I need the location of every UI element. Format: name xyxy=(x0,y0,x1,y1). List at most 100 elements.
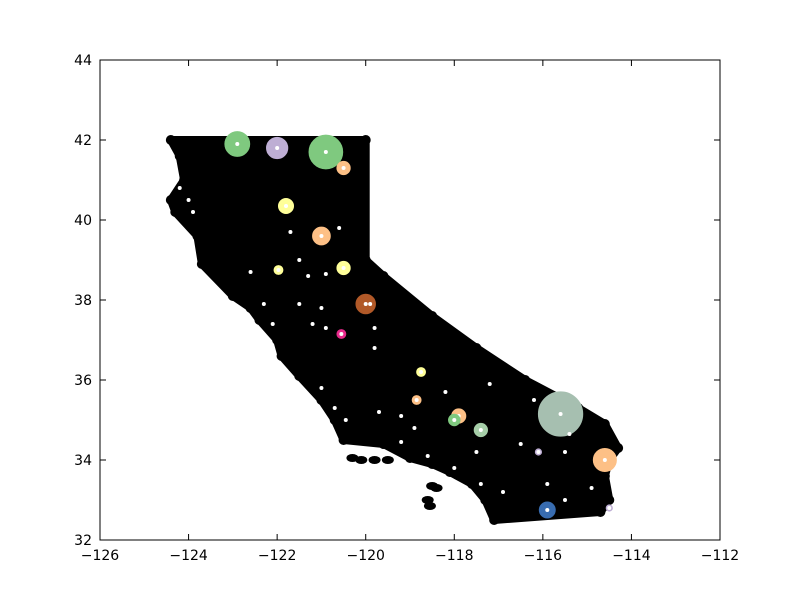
background-island-point xyxy=(421,496,434,504)
y-tick-label: 42 xyxy=(74,133,92,149)
background-edge-point xyxy=(378,439,389,449)
background-edge-point xyxy=(294,371,305,381)
white-point xyxy=(332,406,337,410)
background-edge-point xyxy=(165,195,176,205)
x-tick-label: −114 xyxy=(612,548,651,564)
background-edge-point xyxy=(360,135,371,145)
x-tick-label: −118 xyxy=(435,548,473,564)
white-point xyxy=(323,272,328,276)
white-point xyxy=(270,322,275,326)
white-point xyxy=(177,186,182,190)
white-point xyxy=(399,414,404,418)
cluster-center-point xyxy=(536,450,541,454)
background-island-point xyxy=(423,502,436,510)
plot-area xyxy=(165,131,624,525)
background-island-point xyxy=(346,454,359,462)
y-tick-label: 32 xyxy=(74,533,92,549)
background-edge-point xyxy=(227,291,238,301)
white-point xyxy=(501,490,505,494)
white-point xyxy=(412,426,417,430)
x-tick-label: −122 xyxy=(258,548,296,564)
cluster-center-point xyxy=(319,234,324,238)
background-island-point xyxy=(430,484,443,492)
cluster-center-point xyxy=(414,398,419,402)
white-point xyxy=(545,482,550,486)
white-point xyxy=(518,442,523,446)
cluster-center-point xyxy=(545,508,550,512)
cluster-center-point xyxy=(276,268,281,272)
x-tick-label: −126 xyxy=(81,548,120,564)
y-tick-label: 44 xyxy=(74,53,92,69)
cluster-center-point xyxy=(419,370,424,374)
white-point xyxy=(452,466,457,470)
white-point xyxy=(589,486,594,490)
background-edge-point xyxy=(196,259,207,269)
cluster-center-point xyxy=(284,204,288,208)
background-edge-point xyxy=(338,435,349,445)
white-point xyxy=(261,302,266,306)
background-edge-point xyxy=(471,343,482,353)
cluster-center-point xyxy=(275,146,280,150)
white-point xyxy=(297,302,302,306)
x-tick-label: −124 xyxy=(169,548,208,564)
white-point xyxy=(306,274,311,278)
white-point xyxy=(478,482,483,486)
y-tick-label: 34 xyxy=(74,453,92,469)
white-point xyxy=(377,410,381,414)
cluster-center-point xyxy=(341,166,346,170)
y-tick-label: 40 xyxy=(74,213,92,229)
background-edge-point xyxy=(170,207,181,217)
cluster-center-point xyxy=(607,506,612,510)
background-edge-point xyxy=(179,175,190,185)
background-edge-point xyxy=(192,231,203,241)
x-tick-label: −120 xyxy=(346,548,384,564)
background-island-point xyxy=(452,472,465,480)
white-point xyxy=(337,226,342,230)
background-edge-point xyxy=(595,507,606,517)
white-point xyxy=(288,230,293,234)
background-edge-point xyxy=(489,515,500,525)
white-point xyxy=(323,326,328,330)
cluster-center-point xyxy=(339,332,344,336)
axis-ticks: −126 −124 −122 −120 −118 −116 −114 −112 32 34 36 38… xyxy=(74,53,739,564)
cluster-center-point xyxy=(341,266,346,270)
cluster-center-point xyxy=(452,418,457,422)
white-point xyxy=(399,440,404,444)
white-point xyxy=(372,326,377,330)
background-edge-point xyxy=(276,351,287,361)
background-island-point xyxy=(368,456,381,464)
background-edge-point xyxy=(174,151,185,161)
background-island-point xyxy=(381,456,394,464)
cluster-center-point xyxy=(602,458,607,462)
background-edge-point xyxy=(613,443,624,453)
white-point xyxy=(372,346,377,350)
background-edge-point xyxy=(467,479,477,489)
background-edge-point xyxy=(444,467,455,477)
white-point xyxy=(191,210,195,214)
white-point xyxy=(248,270,253,274)
cluster-center-point xyxy=(323,150,328,154)
white-point xyxy=(443,390,448,394)
x-tick-label: −116 xyxy=(524,548,563,564)
cluster-center-point xyxy=(235,142,240,146)
background-edge-point xyxy=(378,271,389,281)
white-point xyxy=(563,498,567,502)
x-tick-label: −112 xyxy=(701,548,739,564)
y-tick-label: 38 xyxy=(74,293,92,309)
background-edge-point xyxy=(405,453,415,463)
white-point xyxy=(297,258,302,262)
background-edge-point xyxy=(480,495,491,505)
y-tick-label: 36 xyxy=(74,373,92,389)
background-edge-point xyxy=(245,303,256,313)
background-edge-point xyxy=(165,135,176,145)
cluster-center-point xyxy=(478,428,483,432)
white-point xyxy=(186,198,191,202)
white-point xyxy=(567,432,572,436)
background-edge-point xyxy=(599,471,610,481)
white-point xyxy=(425,454,430,458)
cluster-center-point xyxy=(558,412,563,416)
background-edge-point xyxy=(329,415,340,425)
background-edge-point xyxy=(254,315,265,325)
background-edge-point xyxy=(599,419,610,429)
